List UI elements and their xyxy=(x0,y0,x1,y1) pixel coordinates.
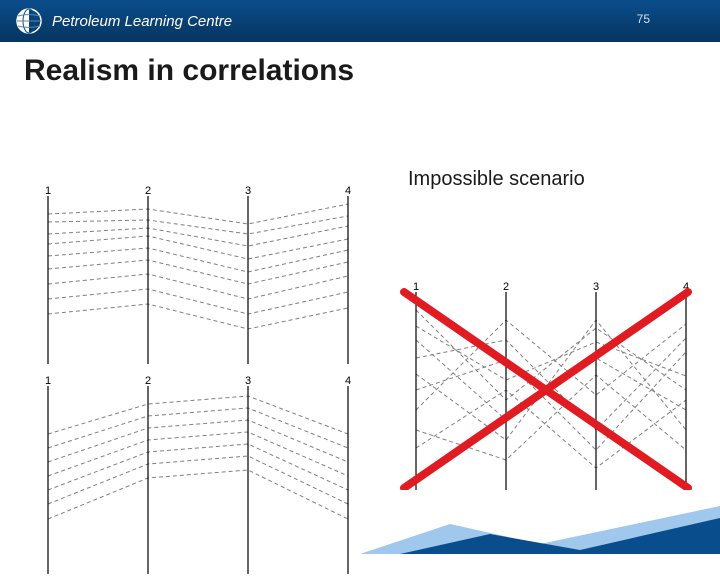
svg-text:4: 4 xyxy=(345,375,351,387)
brand-text: Petroleum Learning Centre xyxy=(52,13,232,30)
correlation-panel-bottom-left: 1 2 3 4 xyxy=(28,374,358,574)
globe-icon xyxy=(16,8,42,34)
impossible-label: Impossible scenario xyxy=(408,168,585,191)
svg-text:1: 1 xyxy=(45,185,51,197)
svg-text:3: 3 xyxy=(245,185,251,197)
footer-accent xyxy=(360,506,720,554)
svg-text:4: 4 xyxy=(345,185,351,197)
svg-text:2: 2 xyxy=(145,375,151,387)
slide-title: Realism in correlations xyxy=(0,42,720,94)
svg-text:2: 2 xyxy=(503,281,509,293)
slide-content: Impossible scenario 123412341234 xyxy=(0,94,720,554)
slide-header: Petroleum Learning Centre 75 xyxy=(0,0,720,42)
brand-logo: Petroleum Learning Centre xyxy=(16,8,232,34)
page-number: 75 xyxy=(637,12,650,26)
svg-text:2: 2 xyxy=(145,185,151,197)
svg-text:1: 1 xyxy=(413,281,419,293)
svg-text:1: 1 xyxy=(45,375,51,387)
correlation-panel-top-left: 1 2 3 4 xyxy=(28,184,358,364)
svg-text:3: 3 xyxy=(245,375,251,387)
svg-text:3: 3 xyxy=(593,281,599,293)
correlation-panel-impossible: 1234 xyxy=(396,280,696,490)
